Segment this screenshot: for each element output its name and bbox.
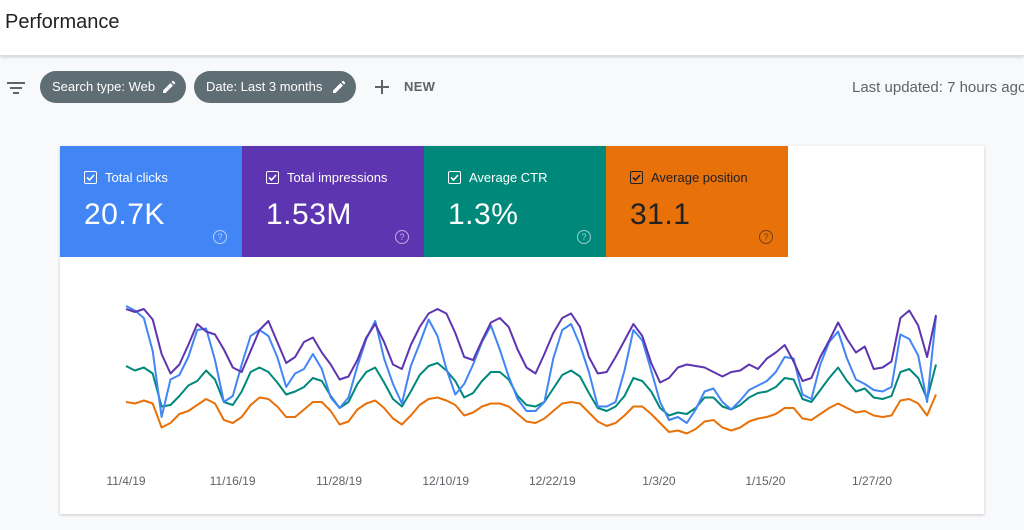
help-icon[interactable]: ? bbox=[759, 230, 773, 244]
metric-label: Total impressions bbox=[287, 170, 388, 185]
metric-average-ctr[interactable]: Average CTR 1.3% ? bbox=[424, 146, 606, 257]
performance-line-chart: 11/4/19 11/16/19 11/28/19 12/10/19 12/22/19 1… bbox=[106, 305, 937, 488]
x-axis-tick-label: 11/16/19 bbox=[210, 474, 256, 488]
new-filter-label: NEW bbox=[404, 79, 436, 94]
series-line-average-position bbox=[125, 394, 937, 435]
checkbox-checked-icon[interactable] bbox=[448, 171, 461, 184]
search-type-chip[interactable]: Search type: Web bbox=[40, 71, 186, 103]
series-line-total-impressions bbox=[125, 308, 937, 384]
metric-total-clicks[interactable]: Total clicks 20.7K ? bbox=[60, 146, 242, 257]
help-icon[interactable]: ? bbox=[213, 230, 227, 244]
page-title: Performance bbox=[5, 11, 120, 33]
edit-pencil-icon bbox=[163, 80, 176, 93]
checkbox-checked-icon[interactable] bbox=[266, 171, 279, 184]
x-axis-tick-label: 1/3/20 bbox=[642, 474, 676, 488]
metric-value: 20.7K bbox=[84, 198, 165, 231]
metric-label: Total clicks bbox=[105, 170, 168, 185]
filter-toolbar: Search type: Web Date: Last 3 months NEW… bbox=[0, 60, 1024, 116]
series-line-total-clicks bbox=[125, 305, 937, 424]
checkbox-checked-icon[interactable] bbox=[84, 171, 97, 184]
metric-total-impressions[interactable]: Total impressions 1.53M ? bbox=[242, 146, 424, 257]
x-axis-tick-label: 11/28/19 bbox=[316, 474, 362, 488]
x-axis-tick-label: 11/4/19 bbox=[106, 474, 145, 488]
metric-value: 1.3% bbox=[448, 198, 519, 231]
x-axis-tick-label: 1/27/20 bbox=[852, 474, 892, 488]
metric-label: Average position bbox=[651, 170, 748, 185]
edit-pencil-icon bbox=[333, 80, 346, 93]
search-type-chip-label: Search type: Web bbox=[52, 79, 156, 94]
date-range-chip[interactable]: Date: Last 3 months bbox=[194, 71, 356, 103]
performance-chart-card: Total clicks 20.7K ? Total impressions 1… bbox=[60, 146, 984, 514]
metric-label: Average CTR bbox=[469, 170, 548, 185]
series-line-average-ctr bbox=[125, 362, 937, 417]
help-icon[interactable]: ? bbox=[577, 230, 591, 244]
app-header: Performance bbox=[0, 0, 1024, 56]
x-axis-tick-label: 12/10/19 bbox=[422, 474, 469, 488]
last-updated-text: Last updated: 7 hours ago bbox=[852, 79, 1024, 96]
metric-average-position[interactable]: Average position 31.1 ? bbox=[606, 146, 788, 257]
metric-value: 31.1 bbox=[630, 198, 691, 231]
metric-value: 1.53M bbox=[266, 198, 352, 231]
x-axis-tick-label: 12/22/19 bbox=[529, 474, 576, 488]
x-axis-tick-label: 1/15/20 bbox=[745, 474, 785, 488]
checkbox-checked-icon[interactable] bbox=[630, 171, 643, 184]
filter-icon[interactable] bbox=[6, 79, 26, 97]
date-range-chip-label: Date: Last 3 months bbox=[206, 79, 323, 94]
plus-icon bbox=[375, 80, 389, 94]
help-icon[interactable]: ? bbox=[395, 230, 409, 244]
